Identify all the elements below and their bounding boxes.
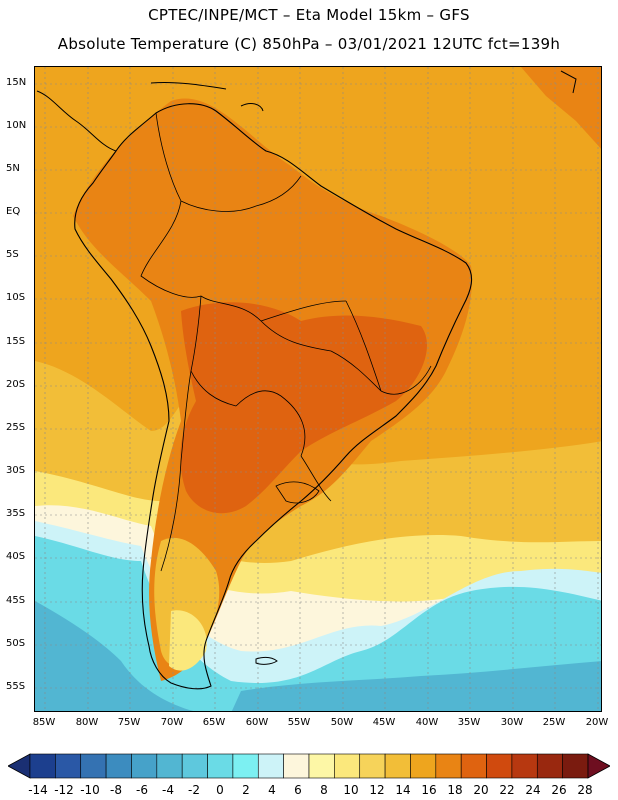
lat-label-55s: 55S bbox=[6, 681, 26, 692]
lon-label-50w: 50W bbox=[330, 717, 354, 728]
colorbar-label: -10 bbox=[80, 783, 100, 797]
colorbar-label: 6 bbox=[294, 783, 302, 797]
colorbar-box bbox=[562, 753, 589, 779]
colorbar-box bbox=[105, 753, 132, 779]
lon-label-20w: 20W bbox=[585, 717, 609, 728]
field-hot-core bbox=[180, 302, 427, 514]
colorbar-box bbox=[55, 753, 82, 779]
colorbar-box bbox=[435, 753, 462, 779]
colorbar-high-arrow bbox=[587, 753, 610, 779]
lat-label-30s: 30S bbox=[6, 465, 26, 476]
colorbar-box bbox=[181, 753, 208, 779]
colorbar-boxes bbox=[29, 753, 589, 779]
colorbar-box bbox=[460, 753, 487, 779]
field-coldest-se bbox=[231, 661, 601, 711]
colorbar-box bbox=[410, 753, 437, 779]
colorbar-label: 26 bbox=[551, 783, 567, 797]
lat-label-25s: 25S bbox=[6, 422, 26, 433]
colorbar-low-arrow bbox=[8, 753, 31, 779]
lon-label-65w: 65W bbox=[202, 717, 226, 728]
lon-label-45w: 45W bbox=[372, 717, 396, 728]
colorbar-box bbox=[511, 753, 538, 779]
colorbar-label: 2 bbox=[242, 783, 250, 797]
lon-label-85w: 85W bbox=[32, 717, 56, 728]
lat-label-15n: 15N bbox=[6, 77, 27, 88]
colorbar-label: 14 bbox=[395, 783, 411, 797]
lon-label-25w: 25W bbox=[542, 717, 566, 728]
map-title-line2: Absolute Temperature (C) 850hPa – 03/01/… bbox=[57, 35, 561, 53]
lon-label-35w: 35W bbox=[457, 717, 481, 728]
colorbar-label: 16 bbox=[421, 783, 437, 797]
colorbar-box bbox=[257, 753, 284, 779]
lon-label-60w: 60W bbox=[245, 717, 269, 728]
lat-label-10n: 10N bbox=[6, 120, 27, 131]
lon-label-80w: 80W bbox=[75, 717, 99, 728]
colorbar-label: -6 bbox=[136, 783, 148, 797]
lat-label-15s: 15S bbox=[6, 336, 26, 347]
colorbar-label: 8 bbox=[320, 783, 328, 797]
south-america-outline bbox=[74, 103, 473, 690]
colorbar-box bbox=[131, 753, 158, 779]
colorbar-box bbox=[80, 753, 107, 779]
lon-label-70w: 70W bbox=[160, 717, 184, 728]
colorbar-box bbox=[536, 753, 563, 779]
colorbar-box bbox=[308, 753, 335, 779]
lon-label-30w: 30W bbox=[500, 717, 524, 728]
colorbar-label: -2 bbox=[188, 783, 200, 797]
colorbar-label: 18 bbox=[447, 783, 463, 797]
lon-label-75w: 75W bbox=[117, 717, 141, 728]
lat-label-40s: 40S bbox=[6, 551, 26, 562]
colorbar-box bbox=[207, 753, 234, 779]
map-title-line1: CPTEC/INPE/MCT – Eta Model 15km – GFS bbox=[148, 6, 470, 24]
colorbar bbox=[8, 753, 610, 779]
colorbar-label: -12 bbox=[54, 783, 74, 797]
lat-label-45s: 45S bbox=[6, 595, 26, 606]
colorbar-box bbox=[359, 753, 386, 779]
lat-label-20s: 20S bbox=[6, 379, 26, 390]
uruguay-outline bbox=[275, 481, 320, 504]
colorbar-box bbox=[232, 753, 259, 779]
colorbar-label: 0 bbox=[216, 783, 224, 797]
colorbar-box bbox=[384, 753, 411, 779]
colorbar-label: -14 bbox=[28, 783, 48, 797]
lat-label-eq: EQ bbox=[6, 206, 21, 217]
lat-label-5n: 5N bbox=[6, 163, 20, 174]
colorbar-label: 20 bbox=[473, 783, 489, 797]
colorbar-box bbox=[29, 753, 56, 779]
colorbar-label: 10 bbox=[343, 783, 359, 797]
lon-label-40w: 40W bbox=[415, 717, 439, 728]
colorbar-box bbox=[283, 753, 310, 779]
lat-label-10s: 10S bbox=[6, 292, 26, 303]
colorbar-box bbox=[334, 753, 361, 779]
field-patagonia-cool bbox=[169, 610, 207, 671]
coastline-north bbox=[36, 70, 577, 152]
colorbar-label: -8 bbox=[110, 783, 122, 797]
colorbar-label: 4 bbox=[268, 783, 276, 797]
country-borders bbox=[140, 112, 432, 572]
temperature-map bbox=[34, 66, 602, 712]
colorbar-box bbox=[486, 753, 513, 779]
lon-label-55w: 55W bbox=[287, 717, 311, 728]
lat-label-5s: 5S bbox=[6, 249, 19, 260]
field-coldest-sw bbox=[35, 601, 194, 711]
field-ne-atlantic-warm bbox=[521, 67, 601, 149]
lat-label-50s: 50S bbox=[6, 638, 26, 649]
falkland-islands bbox=[255, 657, 278, 665]
colorbar-label: 12 bbox=[369, 783, 385, 797]
colorbar-label: -4 bbox=[162, 783, 174, 797]
colorbar-box bbox=[156, 753, 183, 779]
colorbar-label: 22 bbox=[499, 783, 515, 797]
colorbar-label: 24 bbox=[525, 783, 541, 797]
colorbar-label: 28 bbox=[577, 783, 593, 797]
lat-label-35s: 35S bbox=[6, 508, 26, 519]
